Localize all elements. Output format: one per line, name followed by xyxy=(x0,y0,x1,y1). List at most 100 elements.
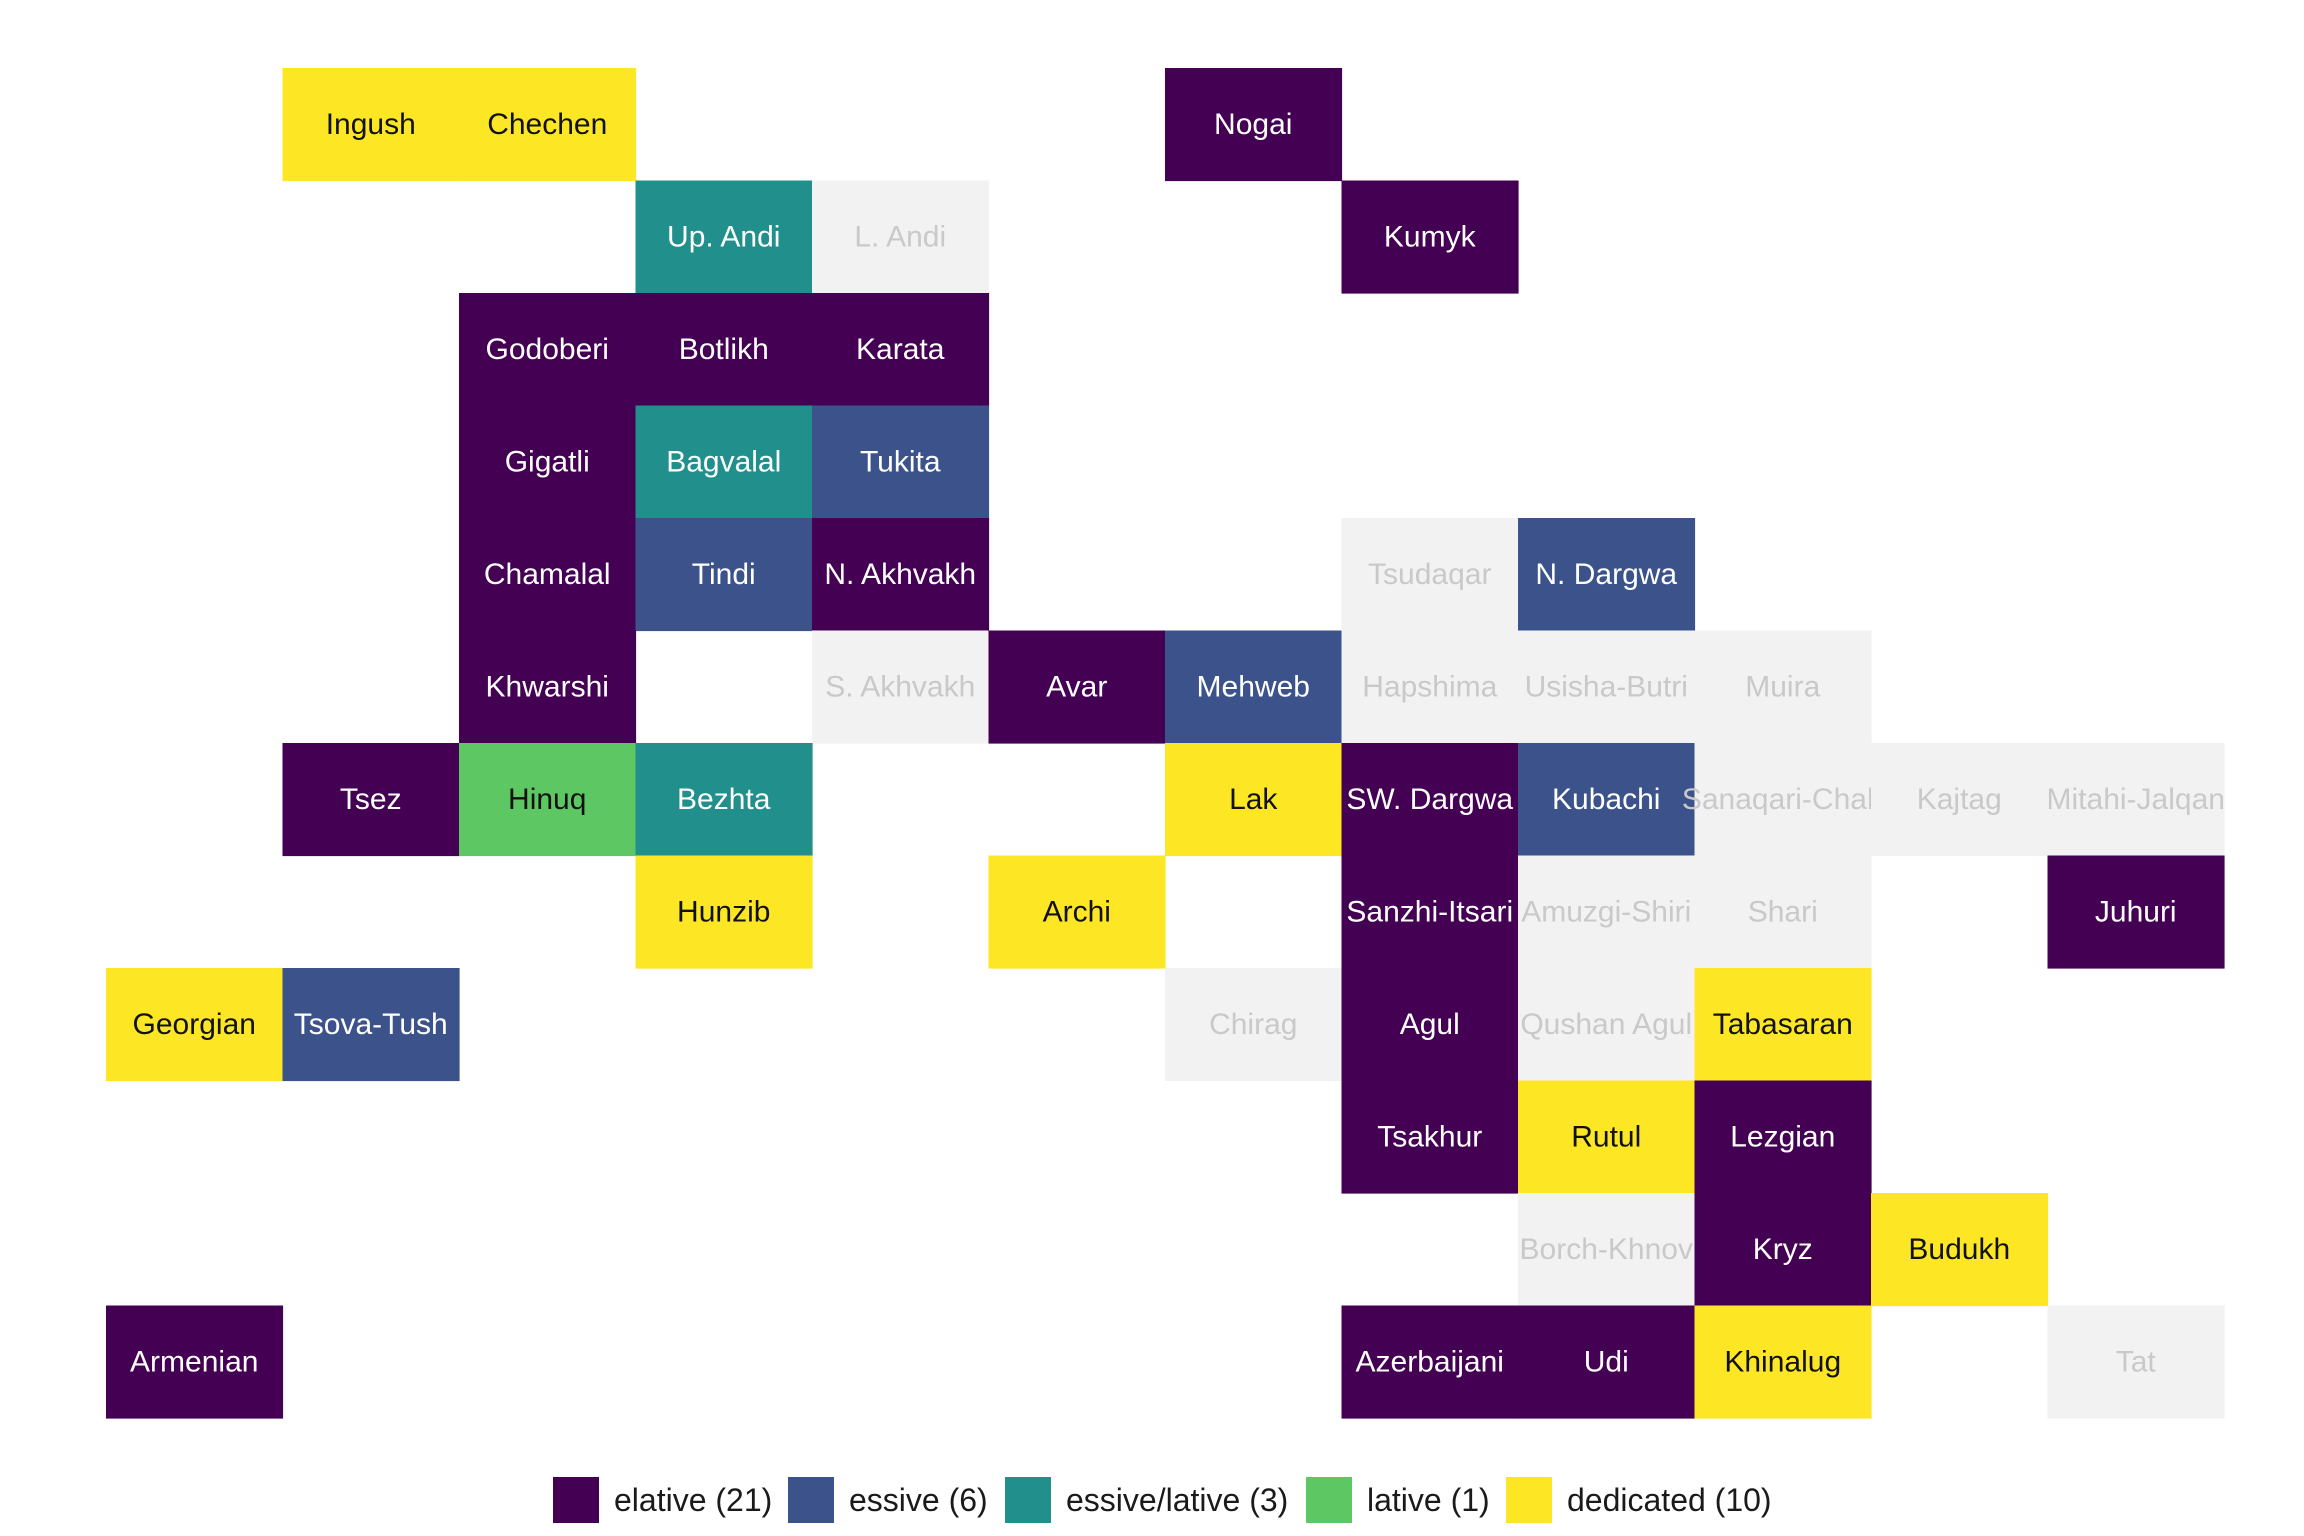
tile-budukh xyxy=(1871,1193,2049,1307)
tile-borch-khnov xyxy=(1518,1193,1696,1307)
tile-label-qushan-agul: Qushan Agul xyxy=(1520,1008,1692,1041)
tile-rutul xyxy=(1518,1080,1696,1194)
tile-label-agul: Agul xyxy=(1400,1008,1460,1041)
tile-armenian xyxy=(106,1305,284,1419)
tile-label-mitahi-jalqan: Mitahi-Jalqan xyxy=(2047,783,2225,816)
tile-label-tsez: Tsez xyxy=(340,783,402,816)
tile-label-lak: Lak xyxy=(1229,783,1278,816)
tile-karata xyxy=(812,293,990,407)
tile-khinalug xyxy=(1694,1305,1872,1419)
tile-s-akhvakh xyxy=(812,630,990,744)
tile-label-tat: Tat xyxy=(2116,1345,2157,1378)
tile-kajtag xyxy=(1871,743,2049,857)
tile-label-godoberi: Godoberi xyxy=(486,333,609,366)
tile-mitahi-jalqan xyxy=(2047,743,2225,857)
tile-label-chirag: Chirag xyxy=(1209,1008,1297,1041)
tile-shari xyxy=(1694,855,1872,969)
tile-label-karata: Karata xyxy=(856,333,945,366)
tile-label-hapshima: Hapshima xyxy=(1362,670,1497,703)
tile-khwarshi xyxy=(459,630,637,744)
tile-amuzgi-shiri xyxy=(1518,855,1696,969)
tile-label-udi: Udi xyxy=(1584,1345,1629,1378)
tile-n-dargwa xyxy=(1518,518,1696,632)
tile-lak xyxy=(1165,743,1343,857)
tile-gigatli xyxy=(459,405,637,519)
tile-bezhta xyxy=(635,743,813,857)
tile-bagvalal xyxy=(635,405,813,519)
tile-label-azerbaijani: Azerbaijani xyxy=(1356,1345,1504,1378)
tile-botlikh xyxy=(635,293,813,407)
tile-ingush xyxy=(282,68,460,182)
tile-label-tabasaran: Tabasaran xyxy=(1713,1008,1853,1041)
tile-label-l-andi: L. Andi xyxy=(854,220,946,253)
tile-label-n-dargwa: N. Dargwa xyxy=(1535,558,1677,591)
tile-label-shari: Shari xyxy=(1748,895,1818,928)
tile-label-usisha-butri: Usisha-Butri xyxy=(1525,670,1688,703)
tile-grid: Ingush Chechen Nogai Up. Andi L. Andi Kumyk Go… xyxy=(106,68,2225,1419)
tile-georgian xyxy=(106,968,284,1082)
tile-avar xyxy=(988,630,1166,744)
tile-label-armenian: Armenian xyxy=(130,1345,258,1378)
tile-label-kubachi: Kubachi xyxy=(1552,783,1660,816)
tile-label-chechen: Chechen xyxy=(487,108,607,141)
tile-label-hunzib: Hunzib xyxy=(677,895,770,928)
tile-muira xyxy=(1694,630,1872,744)
tile-tsudaqar xyxy=(1341,518,1519,632)
tile-tukita xyxy=(812,405,990,519)
tile-label-bezhta: Bezhta xyxy=(677,783,771,816)
tile-tsakhur xyxy=(1341,1080,1519,1194)
tile-up-andi xyxy=(635,180,813,294)
tile-tindi xyxy=(635,518,813,632)
tile-sanaqari-chah xyxy=(1694,743,1872,857)
tile-label-bagvalal: Bagvalal xyxy=(666,445,781,478)
tile-label-lezgian: Lezgian xyxy=(1730,1120,1835,1153)
legend-label-dedicated: dedicated (10) xyxy=(1567,1482,1772,1518)
legend-label-lative: lative (1) xyxy=(1367,1482,1490,1518)
tile-label-gigatli: Gigatli xyxy=(505,445,590,478)
tile-label-tsudaqar: Tsudaqar xyxy=(1368,558,1491,591)
tile-label-juhuri: Juhuri xyxy=(2095,895,2177,928)
tile-sw-dargwa xyxy=(1341,743,1519,857)
tile-label-up-andi: Up. Andi xyxy=(667,220,780,253)
tile-label-khinalug: Khinalug xyxy=(1724,1345,1841,1378)
tile-qushan-agul xyxy=(1518,968,1696,1082)
tile-kryz xyxy=(1694,1193,1872,1307)
tile-tsova-tush xyxy=(282,968,460,1082)
tile-label-sanaqari-chah: Sanaqari-Chah xyxy=(1682,783,1884,816)
tile-label-botlikh: Botlikh xyxy=(679,333,769,366)
tile-label-kajtag: Kajtag xyxy=(1917,783,2002,816)
tile-l-andi xyxy=(812,180,990,294)
tile-label-s-akhvakh: S. Akhvakh xyxy=(825,670,975,703)
legend-swatch-essive-lative xyxy=(1005,1477,1051,1523)
tile-label-tsakhur: Tsakhur xyxy=(1377,1120,1482,1153)
legend-swatch-lative xyxy=(1306,1477,1352,1523)
tile-agul xyxy=(1341,968,1519,1082)
tile-label-archi: Archi xyxy=(1043,895,1111,928)
tile-label-kryz: Kryz xyxy=(1753,1233,1813,1266)
tile-tsez xyxy=(282,743,460,857)
tile-label-budukh: Budukh xyxy=(1908,1233,2010,1266)
tile-label-rutul: Rutul xyxy=(1571,1120,1641,1153)
tile-tat xyxy=(2047,1305,2225,1419)
tile-n-akhvakh xyxy=(812,518,990,632)
tile-label-sw-dargwa: SW. Dargwa xyxy=(1346,783,1513,816)
tile-label-tsova-tush: Tsova-Tush xyxy=(294,1008,448,1041)
tile-label-chamalal: Chamalal xyxy=(484,558,611,591)
tile-label-khwarshi: Khwarshi xyxy=(486,670,609,703)
tile-hapshima xyxy=(1341,630,1519,744)
tile-usisha-butri xyxy=(1518,630,1696,744)
tile-kubachi xyxy=(1518,743,1696,857)
tile-label-amuzgi-shiri: Amuzgi-Shiri xyxy=(1521,895,1691,928)
tile-label-mehweb: Mehweb xyxy=(1197,670,1310,703)
tile-label-muira: Muira xyxy=(1745,670,1820,703)
tile-label-kumyk: Kumyk xyxy=(1384,220,1477,253)
tile-tabasaran xyxy=(1694,968,1872,1082)
legend-swatch-elative xyxy=(553,1477,599,1523)
legend-swatch-dedicated xyxy=(1506,1477,1552,1523)
tile-label-hinuq: Hinuq xyxy=(508,783,586,816)
tile-label-n-akhvakh: N. Akhvakh xyxy=(824,558,976,591)
legend-label-essive-lative: essive/lative (3) xyxy=(1066,1482,1288,1518)
tile-chechen xyxy=(459,68,637,182)
tile-kumyk xyxy=(1341,180,1519,294)
